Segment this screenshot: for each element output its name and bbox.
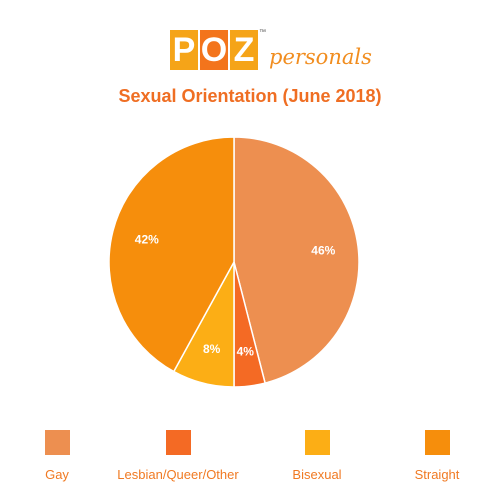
logo-letter-o: O <box>200 30 228 70</box>
chart-title: Sexual Orientation (June 2018) <box>118 86 382 106</box>
legend-label: Straight <box>414 467 460 482</box>
legend-swatch <box>304 430 330 455</box>
logo-letter-z: Z <box>230 30 258 70</box>
legend-swatch <box>424 430 450 455</box>
logo-letter-boxes: P O Z <box>170 30 258 70</box>
slice-label-straight: 42% <box>135 233 159 247</box>
legend-item-bisexual: Bisexual <box>237 430 397 482</box>
pie-slice-gay <box>233 136 360 384</box>
legend-label: Lesbian/Queer/Other <box>117 467 239 482</box>
legend-item-lesbian-queer-other: Lesbian/Queer/Other <box>98 430 258 482</box>
pie-slice-straight <box>108 136 235 373</box>
logo-wordmark: personals <box>269 45 372 69</box>
logo-letter-p: P <box>170 30 198 70</box>
legend-swatch <box>165 430 191 455</box>
legend-swatch <box>44 430 70 455</box>
legend-item-straight: Straight <box>357 430 500 482</box>
poz-personals-logo: P O Z ™ personals <box>170 29 372 70</box>
chart-legend: Gay Lesbian/Queer/Other Bisexual Straight <box>0 430 500 490</box>
legend-label: Gay <box>45 467 69 482</box>
legend-label: Bisexual <box>292 467 342 482</box>
slice-label-lesbian-queer-other: 4% <box>237 344 255 358</box>
slice-label-gay: 46% <box>311 244 335 258</box>
logo-trademark: ™ <box>259 29 266 36</box>
legend-item-gay: Gay <box>0 430 137 482</box>
slice-label-bisexual: 8% <box>203 342 221 356</box>
